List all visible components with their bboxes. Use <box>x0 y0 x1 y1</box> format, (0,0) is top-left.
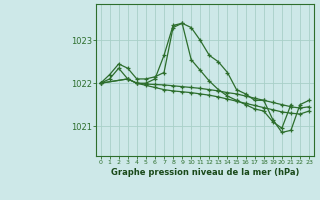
X-axis label: Graphe pression niveau de la mer (hPa): Graphe pression niveau de la mer (hPa) <box>111 168 299 177</box>
